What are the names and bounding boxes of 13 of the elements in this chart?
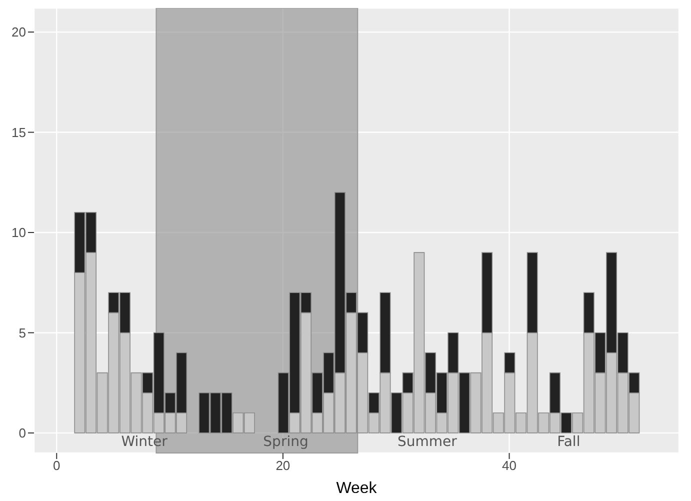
y-tick-label: 5 (18, 325, 26, 340)
annotation: Winter (120, 434, 168, 451)
x-tick-label: 0 (53, 458, 60, 474)
y-tick-label: 20 (12, 24, 26, 40)
y-tick-label: 0 (18, 426, 26, 441)
annotation: Spring (262, 434, 310, 451)
annotation: Summer (396, 434, 458, 451)
x-tick-label: 40 (502, 458, 516, 474)
y-tick-label: 15 (12, 124, 26, 140)
annotation: Fall (556, 434, 582, 451)
x-tick-label: 20 (276, 458, 290, 474)
y-tick-label: 10 (12, 225, 26, 240)
x-axis-title: Week (336, 480, 378, 497)
